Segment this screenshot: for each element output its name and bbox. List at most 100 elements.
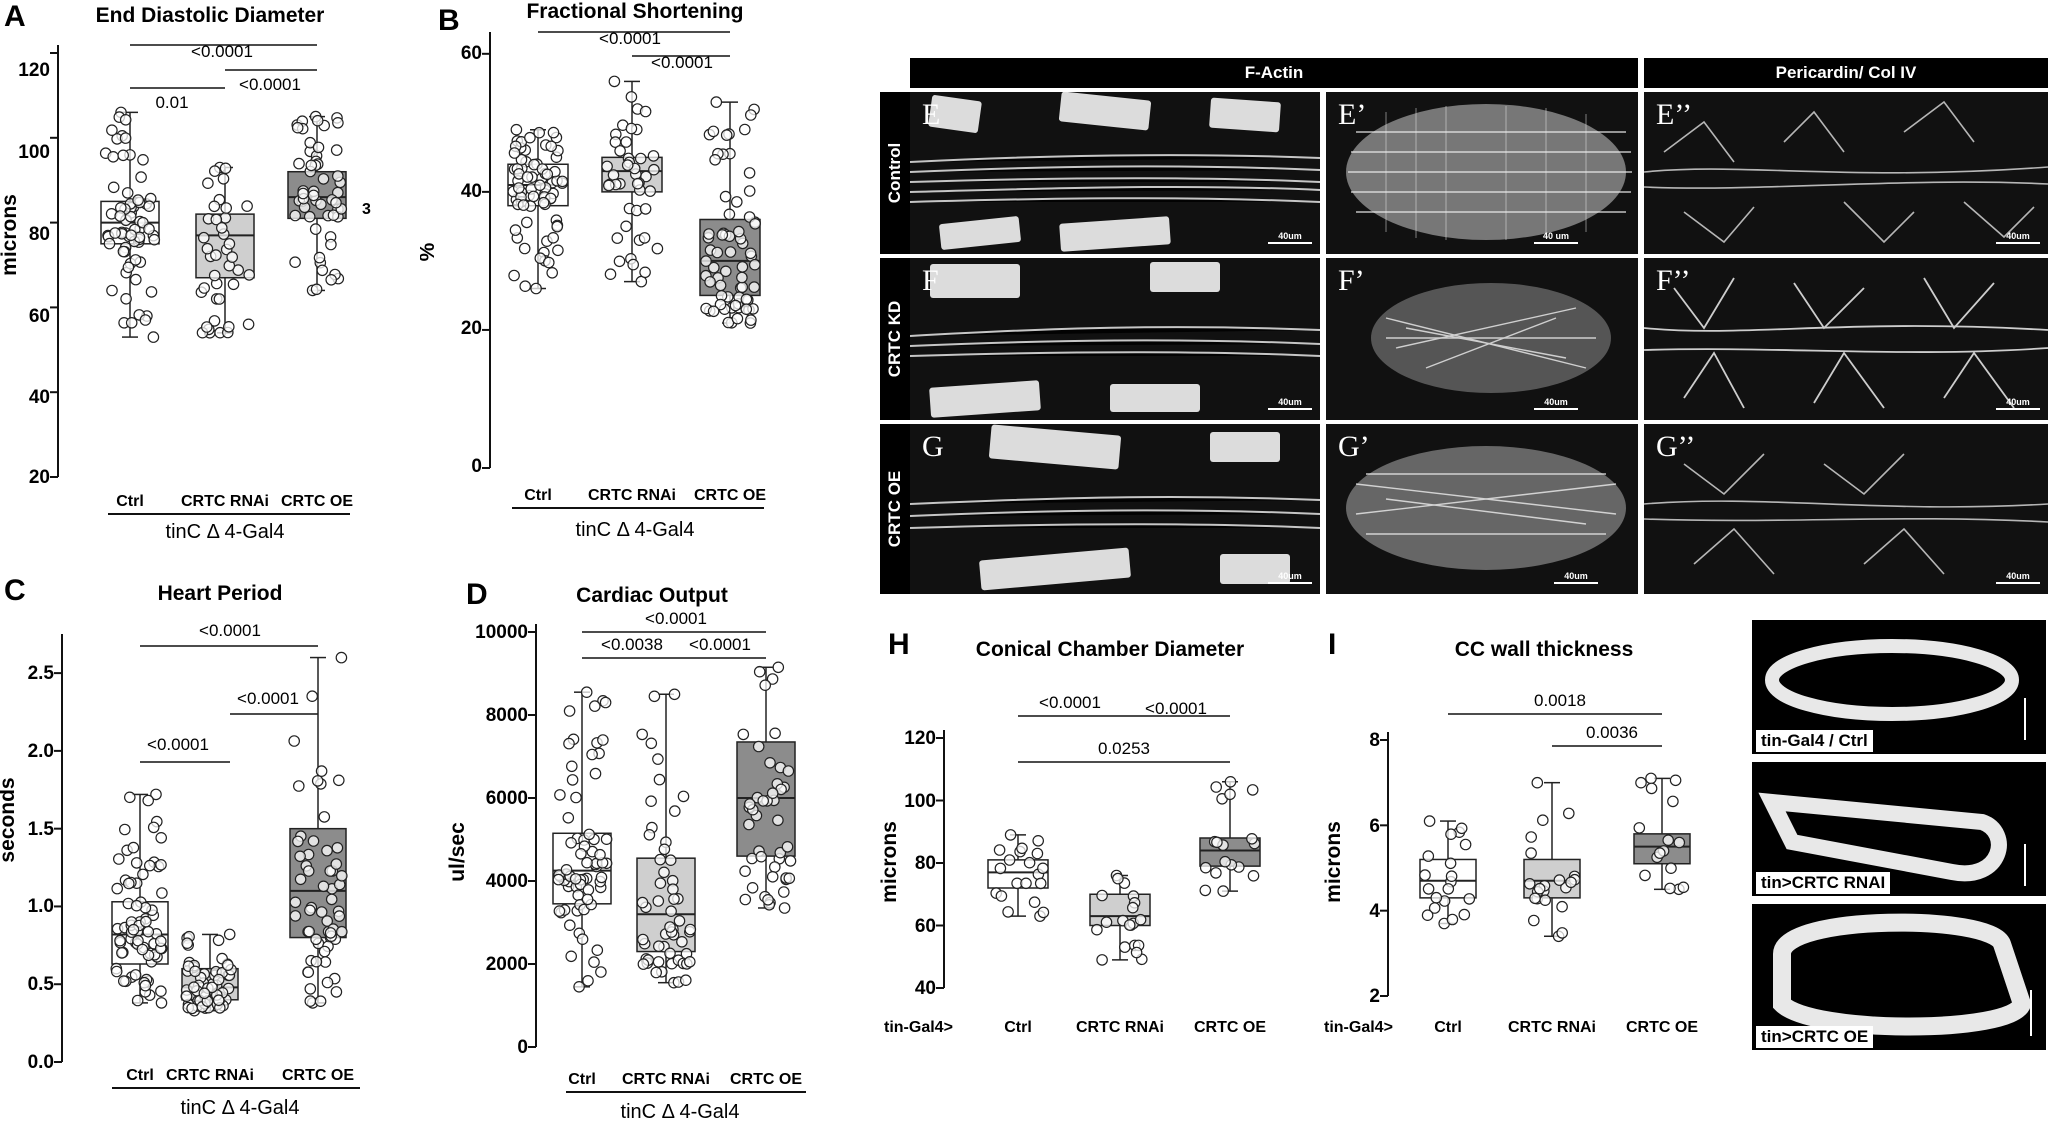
- box-ctrl: [99, 106, 161, 343]
- data-point: [118, 975, 130, 987]
- data-point: [653, 773, 666, 786]
- tile-label: F’’: [1656, 264, 1691, 297]
- y-axis-label: microns: [880, 821, 901, 903]
- matrix-texture: [1644, 453, 2048, 575]
- data-point: [534, 179, 546, 191]
- plot-area: [54, 634, 348, 1063]
- genotype-label: tin-Gal4>: [884, 1019, 953, 1036]
- y-tick: 80: [29, 224, 50, 245]
- data-point: [707, 261, 720, 274]
- panel-b: B Fractional Shortening % 60 40 20 0 Ctr…: [416, 0, 820, 560]
- data-point: [583, 828, 595, 841]
- data-point: [119, 823, 131, 836]
- data-point: [212, 973, 225, 986]
- micrograph-f-prime: F’ 40um: [1326, 258, 1638, 420]
- y-tick: 20: [29, 467, 50, 488]
- data-point: [1662, 834, 1674, 846]
- chart-title: Heart Period: [158, 582, 283, 605]
- scale-bar: [2030, 990, 2032, 1036]
- sig-label: <0.0038: [601, 635, 663, 654]
- data-point: [241, 200, 253, 212]
- data-point: [314, 995, 327, 1007]
- data-point: [736, 271, 748, 284]
- cross-section-label: tin>CRTC RNAI: [1756, 872, 1891, 894]
- y-tick: 120: [18, 60, 50, 81]
- data-point: [565, 950, 577, 963]
- data-point: [312, 141, 325, 154]
- genotype-label: tin-Gal4>: [1324, 1019, 1393, 1036]
- data-point: [129, 969, 142, 981]
- data-point: [613, 255, 626, 268]
- data-point: [527, 190, 540, 203]
- data-point: [333, 910, 346, 922]
- data-point: [777, 886, 790, 898]
- data-point: [737, 728, 750, 741]
- data-point: [304, 983, 317, 995]
- data-point: [288, 735, 300, 747]
- data-point: [714, 279, 727, 292]
- data-point: [743, 798, 756, 810]
- data-point: [106, 284, 118, 297]
- data-point: [293, 157, 305, 170]
- tile-label: F: [922, 264, 939, 297]
- micrograph-g-prime: G’ 40um: [1326, 424, 1638, 594]
- data-point: [556, 175, 569, 188]
- data-point: [673, 915, 686, 927]
- data-point: [1458, 908, 1471, 921]
- data-point: [730, 196, 743, 208]
- sig-label: <0.0001: [651, 53, 713, 72]
- data-point: [1224, 788, 1236, 801]
- data-point: [201, 242, 214, 255]
- data-point: [677, 790, 690, 803]
- data-point: [202, 177, 214, 189]
- data-point: [994, 862, 1007, 875]
- sig-label: <0.0001: [147, 735, 209, 754]
- chart-h: H Conical Chamber Diameter microns 120 1…: [878, 628, 1266, 1036]
- data-point: [639, 105, 652, 118]
- data-point: [316, 264, 329, 277]
- chart-a: A End Diastolic Diameter microns 120 100…: [0, 0, 371, 543]
- data-point: [645, 795, 657, 807]
- data-point: [707, 125, 720, 138]
- ring-image: [1765, 639, 2019, 721]
- data-point: [560, 863, 573, 876]
- data-point: [783, 872, 796, 885]
- data-point: [611, 232, 624, 244]
- y-tick: 8000: [486, 705, 528, 726]
- box-ctrl: [1419, 815, 1477, 930]
- y-tick: 6000: [486, 788, 528, 809]
- data-point: [1445, 870, 1458, 883]
- sig-label: <0.0001: [645, 609, 707, 628]
- data-point: [1210, 781, 1222, 793]
- data-point: [1096, 889, 1108, 902]
- data-point: [1635, 776, 1647, 789]
- data-point: [201, 321, 213, 333]
- data-point: [1523, 877, 1536, 890]
- sig-label: <0.0001: [237, 689, 299, 708]
- data-point: [310, 933, 322, 946]
- y-axis-label: %: [420, 242, 439, 261]
- data-point: [223, 928, 236, 941]
- data-point: [710, 96, 723, 108]
- data-point: [608, 75, 621, 88]
- data-point: [1199, 861, 1212, 874]
- data-point: [554, 789, 566, 801]
- data-point: [1031, 847, 1044, 860]
- data-point: [588, 956, 600, 968]
- x-category: Ctrl: [1434, 1019, 1462, 1036]
- tile-label: E’’: [1656, 98, 1693, 131]
- data-point: [517, 199, 530, 211]
- data-point: [1455, 822, 1468, 835]
- data-point: [537, 196, 550, 209]
- data-point: [180, 990, 193, 1002]
- plot-area: [1380, 713, 1691, 997]
- data-point: [155, 985, 167, 997]
- data-point: [1037, 862, 1049, 875]
- data-point: [609, 136, 622, 148]
- chart-title: Fractional Shortening: [526, 0, 743, 23]
- x-category: CRTC OE: [1626, 1019, 1698, 1036]
- x-category: CRTC OE: [694, 487, 766, 504]
- data-point: [335, 925, 348, 938]
- data-point: [508, 147, 521, 159]
- box-crtc-rnai: [180, 928, 239, 1017]
